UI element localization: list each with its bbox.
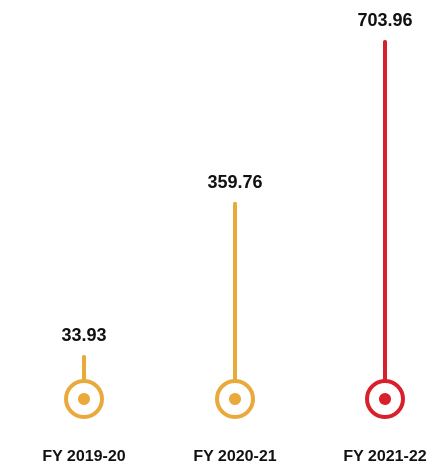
- value-label: 703.96: [357, 10, 412, 30]
- x-tick-label: FY 2019-20: [42, 448, 125, 465]
- marker-dot: [379, 393, 391, 405]
- marker-dot: [78, 393, 90, 405]
- x-tick-label: FY 2021-22: [343, 448, 426, 465]
- value-label: 33.93: [61, 325, 106, 345]
- marker-dot: [229, 393, 241, 405]
- value-label: 359.76: [207, 172, 262, 192]
- x-tick-label: FY 2020-21: [193, 448, 276, 465]
